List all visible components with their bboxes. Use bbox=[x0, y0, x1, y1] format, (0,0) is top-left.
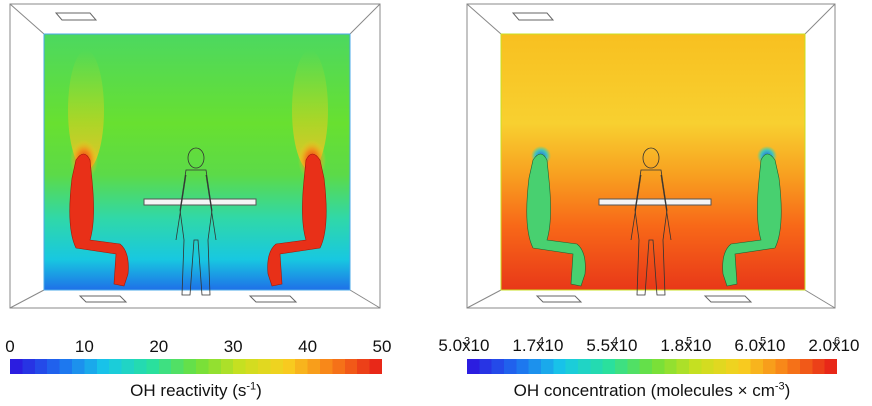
oh-concentration-colorbar bbox=[467, 359, 837, 374]
oh-reactivity-colorbar bbox=[10, 359, 382, 374]
tick-label: 0 bbox=[5, 337, 15, 356]
right-seated-occupant bbox=[722, 146, 782, 287]
oh-concentration-tick-labels: 5.0x10 3 1.7x10 4 5.5x10 4 1.8x10 5 6.0x10 5 … bbox=[438, 335, 860, 358]
tick-label: 40 bbox=[298, 337, 318, 356]
oh-reactivity-colorbar-title: OH reactivity (s-1) bbox=[130, 380, 262, 400]
standing-occupant-wireframe bbox=[630, 147, 672, 296]
tick-label: 2.0x10 6 bbox=[808, 335, 860, 355]
left-seated-occupant bbox=[69, 140, 129, 287]
oh-concentration-room-render bbox=[466, 3, 836, 309]
tick-label: 5.5x10 4 bbox=[586, 335, 638, 355]
left-seated-occupant bbox=[526, 146, 586, 287]
tick-label: 20 bbox=[149, 337, 169, 356]
tick-label: 10 bbox=[74, 337, 94, 356]
tick-label: 30 bbox=[223, 337, 243, 356]
standing-occupant-wireframe bbox=[175, 147, 217, 296]
oh-reactivity-room-render bbox=[9, 3, 381, 309]
oh-reactivity-tick-labels: 0 10 20 30 40 50 bbox=[5, 337, 391, 357]
tick-label: 50 bbox=[372, 337, 392, 356]
tick-label: 5.0x10 3 bbox=[438, 335, 490, 355]
right-seated-occupant bbox=[267, 140, 327, 287]
tick-label: 6.0x10 5 bbox=[734, 335, 786, 355]
tick-label: 1.7x10 4 bbox=[512, 335, 564, 355]
oh-concentration-colorbar-title: OH concentration (molecules × cm-3) bbox=[513, 380, 791, 400]
tick-label: 1.8x10 5 bbox=[660, 335, 712, 355]
